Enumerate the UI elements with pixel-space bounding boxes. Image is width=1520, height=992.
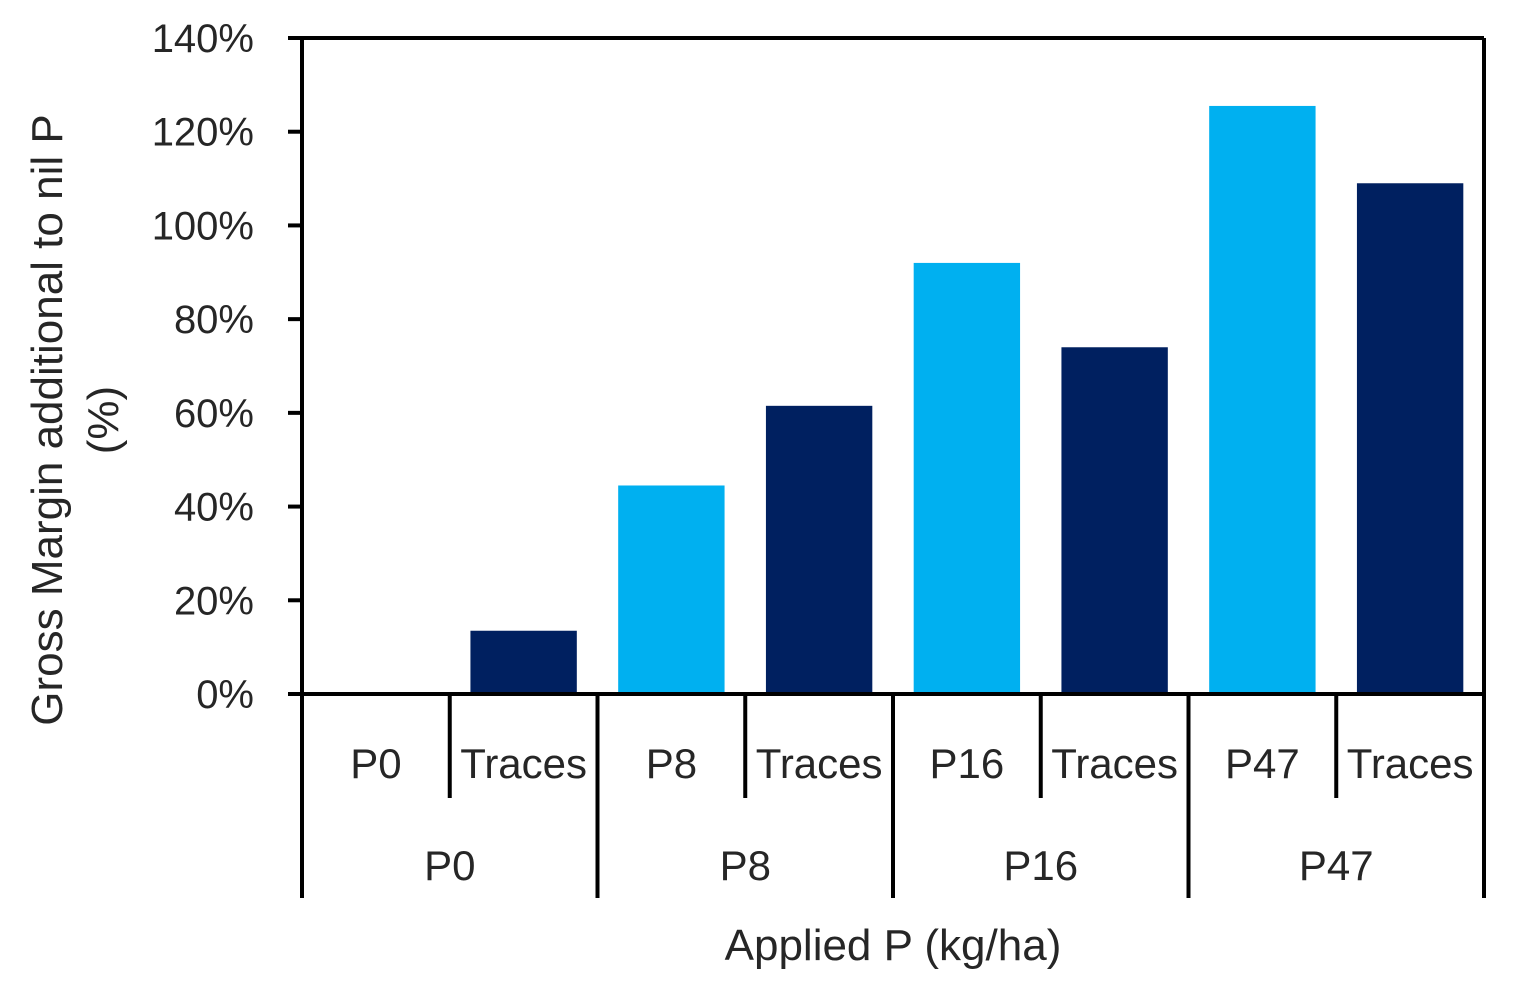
bars-layer xyxy=(470,105,1464,694)
bar-category-label: P47 xyxy=(1225,740,1300,787)
group-label: P47 xyxy=(1299,842,1374,889)
axes-layer xyxy=(288,36,1486,898)
bar-category-label: P8 xyxy=(646,740,697,787)
group-label: P0 xyxy=(424,842,475,889)
bar-category-label: P16 xyxy=(930,740,1005,787)
y-tick-label: 80% xyxy=(174,298,254,342)
bar-p0-traces xyxy=(470,630,577,694)
bar-category-label: Traces xyxy=(1347,740,1474,787)
bar-p8-traces xyxy=(765,405,873,694)
bar-p16-traces xyxy=(1061,347,1168,694)
y-axis-title-line: (%) xyxy=(79,386,128,454)
bar-category-label: P0 xyxy=(350,740,401,787)
y-axis-title-line: Gross Margin additional to nil P xyxy=(23,114,72,725)
y-tick-label: 0% xyxy=(196,673,254,717)
bar-p8-p8 xyxy=(618,485,725,694)
y-tick-label: 120% xyxy=(152,111,254,155)
x-axis-title: Applied P (kg/ha) xyxy=(725,921,1062,970)
y-tick-label: 40% xyxy=(174,486,254,530)
bar-category-label: Traces xyxy=(756,740,883,787)
group-label: P16 xyxy=(1003,842,1078,889)
y-tick-label: 140% xyxy=(152,17,254,61)
y-tick-label: 20% xyxy=(174,579,254,623)
labels-layer: P0 Traces P8 Traces P16 Traces P47 Traces 0% 20% 4… xyxy=(23,17,1474,970)
bar-p47-p47 xyxy=(1209,105,1316,694)
bar-category-label: Traces xyxy=(1051,740,1178,787)
bar-category-label: Traces xyxy=(460,740,587,787)
y-tick-label: 100% xyxy=(152,204,254,248)
y-tick-label: 60% xyxy=(174,392,254,436)
bar-p16-p16 xyxy=(913,262,1021,694)
bar-p47-traces xyxy=(1356,183,1464,694)
group-label: P8 xyxy=(720,842,771,889)
y-axis-title: Gross Margin additional to nil P (%) xyxy=(23,114,128,725)
